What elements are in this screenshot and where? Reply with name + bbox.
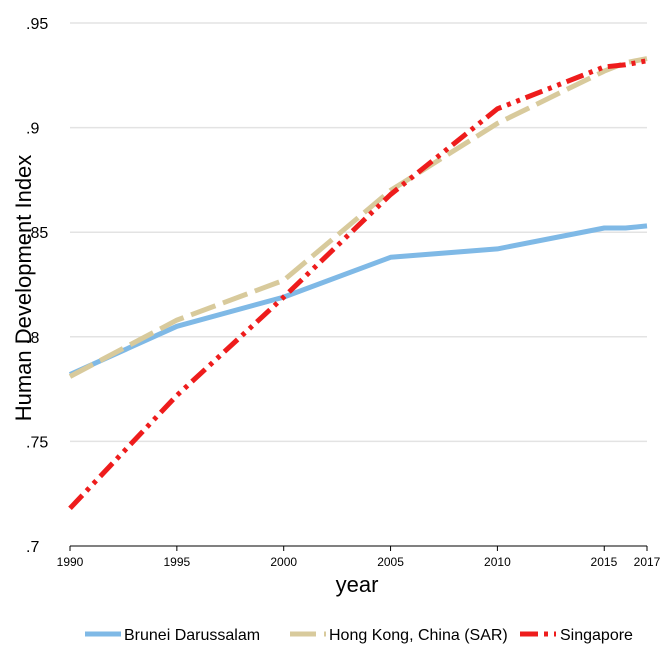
series-lines	[68, 56, 648, 511]
y-tick-label: .85	[26, 225, 48, 242]
x-tick-label: 2017	[634, 555, 661, 569]
x-tick-label: 1995	[164, 555, 191, 569]
x-tick-label: 2015	[591, 555, 618, 569]
x-axis-title: year	[336, 572, 379, 597]
legend-label: Singapore	[560, 627, 633, 644]
x-tick-label: 2005	[377, 555, 404, 569]
y-tick-label: .95	[26, 16, 48, 33]
y-tick-label: .8	[26, 330, 39, 347]
series-line-singapore	[68, 58, 648, 511]
legend: Brunei Darussalam Hong Kong, China (SAR) S…	[85, 627, 633, 644]
axes	[69, 545, 648, 551]
series-line-brunei-darussalam	[68, 223, 648, 377]
y-axis-title: Human Development Index	[11, 155, 36, 422]
x-tick-label: 2010	[484, 555, 511, 569]
y-tick-label: .9	[26, 121, 39, 138]
legend-label: Hong Kong, China (SAR)	[329, 627, 508, 644]
series-line-hong-kong-china-sar	[68, 56, 648, 379]
tick-labels: .7 .75 .8 .85 .9 .95 1990 1995 2000 2005 2010 2015 2…	[26, 16, 661, 569]
x-tick-label: 2000	[270, 555, 297, 569]
legend-label: Brunei Darussalam	[124, 627, 260, 644]
y-tick-label: .75	[26, 434, 48, 451]
y-tick-label: .7	[26, 539, 39, 556]
gridlines	[70, 22, 647, 443]
x-tick-label: 1990	[57, 555, 84, 569]
